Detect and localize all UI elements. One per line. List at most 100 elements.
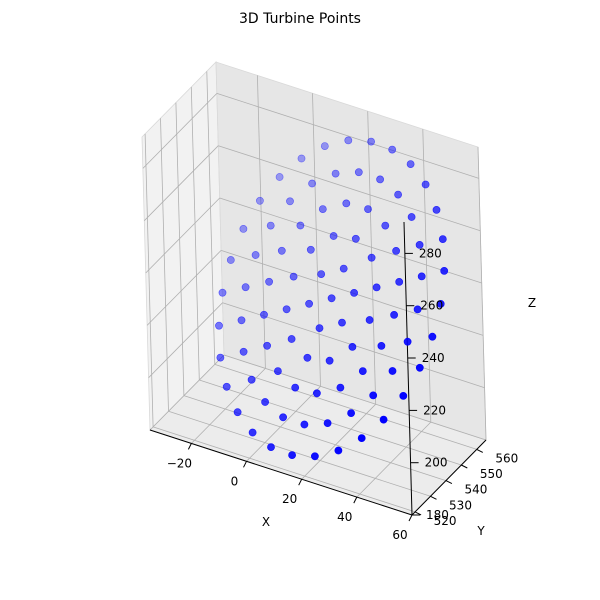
data-point xyxy=(318,205,327,213)
data-point xyxy=(248,428,257,437)
data-point xyxy=(273,367,282,375)
x-tick-mark xyxy=(187,443,192,450)
x-grid-floor xyxy=(246,386,321,462)
x-grid-back xyxy=(477,146,487,441)
data-point xyxy=(251,251,260,259)
y-tick-mark xyxy=(445,480,453,485)
data-point xyxy=(348,342,357,351)
x-grid-back xyxy=(257,75,266,369)
axes-panes xyxy=(141,61,487,516)
z-grid-left xyxy=(148,302,223,378)
x-axis-line xyxy=(149,429,413,516)
data-point xyxy=(289,272,298,281)
z-grid-back xyxy=(218,145,481,232)
data-point xyxy=(282,305,291,314)
data-point xyxy=(347,409,355,417)
data-point xyxy=(241,283,250,292)
data-point xyxy=(317,270,326,278)
z-tick-label: 200 xyxy=(425,456,448,470)
data-point xyxy=(436,299,445,308)
data-point xyxy=(263,341,271,350)
x-grid-back xyxy=(422,129,432,423)
z-axis-label: Z xyxy=(528,296,536,310)
y-tick-mark xyxy=(430,495,437,500)
data-point xyxy=(369,391,378,400)
z-grid-back xyxy=(216,93,480,179)
y-tick-label: 540 xyxy=(464,483,487,497)
data-point xyxy=(376,175,384,184)
x-tick-label: 0 xyxy=(231,474,239,488)
data-point xyxy=(336,383,345,392)
data-point xyxy=(395,277,404,286)
data-point xyxy=(312,389,321,398)
data-point xyxy=(407,213,416,221)
data-point xyxy=(440,266,449,275)
data-point xyxy=(320,142,329,150)
axes-gridlines xyxy=(142,71,487,516)
data-point xyxy=(428,332,437,341)
y-grid-floor xyxy=(168,410,431,497)
data-point xyxy=(255,196,264,205)
y-axis-label: Y xyxy=(476,524,485,538)
x-tick-label: 40 xyxy=(337,510,352,524)
data-point xyxy=(392,246,400,255)
data-point xyxy=(377,341,386,350)
data-point xyxy=(381,221,390,230)
x-axis-label: X xyxy=(262,515,270,529)
data-point xyxy=(226,256,235,264)
data-point xyxy=(323,419,332,427)
data-point xyxy=(260,310,268,319)
data-point xyxy=(415,240,424,249)
z-tick-label: 260 xyxy=(420,299,443,313)
z-grid-left xyxy=(149,354,225,431)
data-point xyxy=(367,137,375,146)
data-point xyxy=(394,190,402,199)
data-point xyxy=(288,451,296,459)
data-point xyxy=(438,235,447,243)
data-point xyxy=(325,356,334,365)
data-point xyxy=(358,367,367,375)
x-tick-label: 60 xyxy=(392,528,407,542)
x-tick-mark xyxy=(298,478,303,486)
z-tick-label: 280 xyxy=(419,246,442,260)
z-grid-back xyxy=(219,197,482,284)
data-point xyxy=(365,316,374,324)
data-point xyxy=(239,347,248,356)
y-tick-label: 520 xyxy=(434,514,457,528)
y-tick-mark xyxy=(476,448,484,453)
x-tick-mark xyxy=(408,514,413,522)
data-point xyxy=(350,288,358,297)
data-point xyxy=(303,353,312,362)
data-point xyxy=(233,408,242,417)
y-tick-label: 530 xyxy=(449,498,472,512)
y-tick-label: 550 xyxy=(480,467,503,481)
z-grid-back xyxy=(223,354,487,441)
data-point xyxy=(222,382,231,391)
y-axis-line xyxy=(411,439,487,516)
z-grid-left xyxy=(144,145,219,221)
data-point xyxy=(351,234,360,243)
y-grid-floor xyxy=(152,426,416,513)
data-point xyxy=(417,272,426,281)
data-point xyxy=(421,180,430,189)
z-grid-left xyxy=(145,197,220,274)
y-grid-floor xyxy=(183,395,447,481)
axes-lines xyxy=(149,221,487,522)
data-point xyxy=(364,205,372,213)
data-point xyxy=(344,136,353,145)
data-point xyxy=(261,398,269,406)
x-tick-mark xyxy=(353,496,358,504)
data-point xyxy=(286,197,294,206)
data-point xyxy=(338,318,346,327)
x-grid-floor xyxy=(356,421,432,498)
data-point xyxy=(277,246,286,255)
data-point xyxy=(379,415,388,424)
data-point xyxy=(239,224,248,233)
data-point xyxy=(403,337,412,346)
x-tick-label: 20 xyxy=(282,492,297,506)
x-grid-back xyxy=(312,93,321,387)
data-point xyxy=(432,205,441,214)
data-point xyxy=(354,168,363,177)
data-point xyxy=(279,413,287,422)
